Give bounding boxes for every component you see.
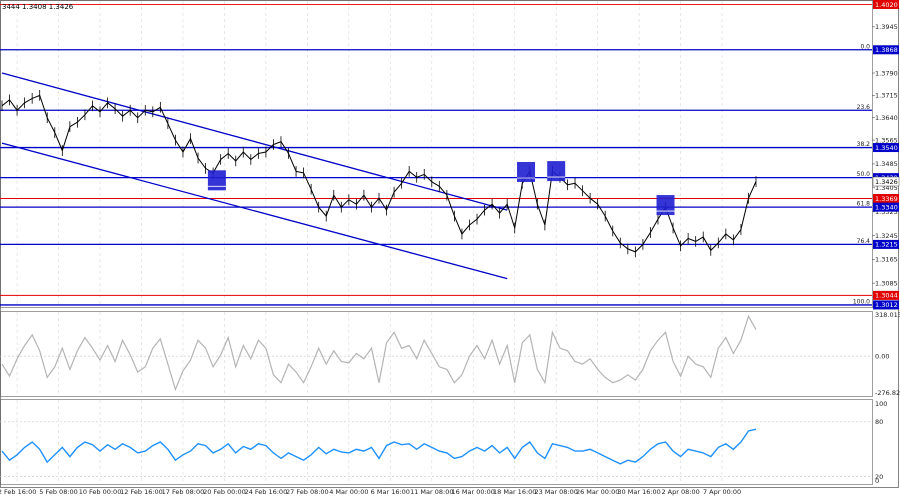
fib-label: 0.0	[860, 43, 870, 50]
x-tick-label: 30 Mar 16:00	[617, 488, 660, 496]
cci-tick-label: -276.828	[875, 389, 900, 397]
y-tick-label: 1.3640	[875, 114, 898, 122]
y-tick-label: 1.3485	[875, 160, 898, 168]
x-tick-label: 6 Mar 16:00	[371, 488, 410, 496]
rsi-tick-label: 80	[875, 418, 883, 426]
x-tick-label: 12 Feb 16:00	[120, 488, 163, 496]
y-tick-label: 1.3405	[875, 184, 898, 192]
fib-label: 100.0	[853, 298, 870, 305]
price-header: 3444 1.3408 1.3426	[2, 3, 74, 11]
x-tick-label: 18 Mar 16:00	[493, 488, 536, 496]
current-price-label: 1.3426	[875, 178, 898, 186]
level-price-box	[873, 45, 899, 55]
level-price-box	[873, 143, 899, 153]
level-price-label: 1.3369	[875, 195, 898, 203]
pattern-marker	[517, 161, 536, 182]
fib-label: 38.2	[857, 141, 871, 148]
x-tick-label: 11 Mar 08:00	[410, 488, 453, 496]
pattern-marker	[547, 161, 566, 182]
x-tick-label: 17 Feb 08:00	[162, 488, 205, 496]
level-price-box	[873, 300, 899, 310]
y-tick-label: 1.3245	[875, 232, 898, 240]
channel-upper-line[interactable]	[1, 72, 508, 211]
horizontal-levels: 0.0 23.6 38.2 50.0 61.8 76.4 100.0	[0, 4, 872, 306]
cci-panel: 318.013 0.00 -276.828	[0, 311, 900, 397]
x-tick-label: 2 Feb 16:00	[0, 488, 36, 496]
y-tick-label: 1.3790	[875, 69, 898, 77]
rsi-line	[1, 428, 757, 465]
fib-label: 50.0	[857, 171, 871, 178]
price-axis: 1.3945 1.3790 1.3715 1.3640 1.3565 1.3485 1.34…	[872, 0, 900, 310]
pattern-markers	[207, 161, 675, 216]
rsi-tick-label: 20	[875, 473, 883, 481]
x-tick-label: 10 Feb 00:00	[79, 488, 122, 496]
level-price-label: 1.3044	[875, 292, 898, 300]
fib-label: 61.8	[857, 201, 871, 208]
current-price-box	[872, 176, 900, 187]
level-price-label: 1.3340	[875, 203, 898, 211]
x-tick-label: 4 Mar 00:00	[329, 488, 368, 496]
pattern-marker	[207, 170, 226, 191]
x-tick-label: 23 Mar 08:00	[534, 488, 577, 496]
level-price-box	[873, 202, 899, 212]
level-price-box	[873, 194, 899, 204]
cci-line	[1, 314, 757, 392]
level-price-label: 1.3012	[875, 301, 898, 309]
cci-tick-label: 0.00	[875, 352, 889, 360]
cci-tick-label: 318.013	[875, 311, 900, 319]
x-tick-label: 5 Feb 08:00	[39, 488, 78, 496]
rsi-tick-label: 0	[875, 477, 879, 485]
trend-channel[interactable]	[1, 72, 508, 280]
x-tick-label: 24 Feb 16:00	[245, 488, 288, 496]
y-tick-label: 1.3325	[875, 208, 898, 216]
y-tick-label: 1.3165	[875, 256, 898, 264]
x-tick-label: 26 Mar 00:00	[576, 488, 619, 496]
fib-label: 23.6	[857, 104, 871, 111]
fib-label: 76.4	[857, 238, 871, 245]
pattern-marker	[656, 195, 675, 216]
y-tick-label: 1.3945	[875, 23, 898, 31]
level-price-label: 1.4020	[875, 1, 898, 9]
level-price-label: 1.3215	[875, 241, 898, 249]
price-series	[1, 90, 757, 258]
x-tick-label: 2 Apr 08:00	[661, 488, 699, 496]
x-tick-label: 20 Feb 00:00	[203, 488, 246, 496]
x-tick-label: 16 Mar 00:00	[452, 488, 495, 496]
y-tick-label: 1.3715	[875, 92, 898, 100]
channel-lower-line[interactable]	[1, 142, 508, 280]
x-tick-label: 7 Apr 00:00	[703, 488, 741, 496]
level-price-box	[873, 290, 899, 300]
level-price-label: 1.3540	[875, 144, 898, 152]
level-price-label: 1.3868	[875, 46, 898, 54]
y-tick-label: 1.3565	[875, 136, 898, 144]
level-price-box	[873, 0, 899, 9]
level-price-box	[873, 239, 899, 249]
y-tick-label: 1.3085	[875, 279, 898, 287]
x-tick-label: 27 Feb 08:00	[286, 488, 329, 496]
rsi-panel: 100 80 200	[0, 400, 887, 485]
rsi-tick-label: 100	[875, 400, 887, 408]
